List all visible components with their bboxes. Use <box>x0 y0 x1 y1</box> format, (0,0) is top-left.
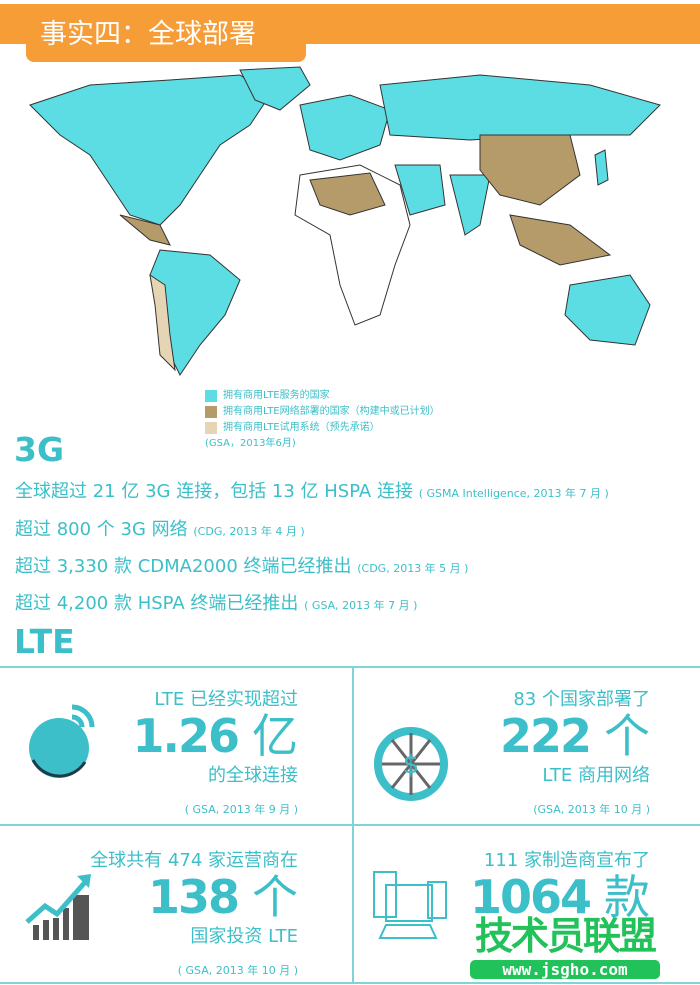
legend-swatch <box>205 406 217 418</box>
map-north-america <box>29 74 271 226</box>
map-africa-deploying <box>309 172 386 216</box>
legend-item: 拥有商用LTE试用系统（预先承诺） <box>205 420 440 436</box>
cell-post: 国家投资 LTE <box>190 926 298 947</box>
cell-pre: 111 家制造商宣布了 <box>483 850 650 871</box>
stat-line: 超过 800 个 3G 网络 (CDG, 2013 年 4 月 ) <box>15 515 305 541</box>
cell-number: 1.26 亿 <box>132 711 298 761</box>
divider <box>0 982 700 984</box>
stat-text: 全球超过 21 亿 3G 连接，包括 13 亿 HSPA 连接 <box>15 481 413 502</box>
heading-lte: LTE <box>14 622 75 661</box>
watermark-url: www.jsgho.com <box>470 960 660 979</box>
stat-cell-devices: 111 家制造商宣布了 1064 款 <box>470 846 650 922</box>
legend-swatch <box>205 422 217 434</box>
stat-source: ( GSA, 2013 年 7 月 ) <box>304 599 418 612</box>
cell-post: LTE 商用网络 <box>542 765 650 786</box>
map-india <box>449 174 491 236</box>
svg-text:$: $ <box>403 750 420 780</box>
legend-swatch <box>205 390 217 402</box>
map-japan <box>594 149 609 186</box>
number-unit: 个 <box>252 870 298 924</box>
page-title: 事实四：全球部署 <box>26 4 306 62</box>
stat-source: (CDG, 2013 年 5 月 ) <box>357 562 469 575</box>
stat-source: (CDG, 2013 年 4 月 ) <box>193 525 305 538</box>
divider <box>0 824 700 826</box>
cell-source: ( GSA, 2013 年 10 月 ) <box>177 964 298 977</box>
map-greenland <box>239 66 311 111</box>
cell-post: 的全球连接 <box>208 765 298 786</box>
map-southeast-asia <box>509 214 612 266</box>
watermark-text: 技术员联盟 <box>474 914 657 958</box>
cell-source: (GSA, 2013 年 10 月 ) <box>533 803 650 816</box>
map-middle-east <box>394 164 446 216</box>
stat-cell-operators: 全球共有 474 家运营商在 138 个 国家投资 LTE ( GSA, 201… <box>90 846 298 978</box>
legend-source: (GSA，2013年6月) <box>205 438 296 449</box>
stat-line: 超过 4,200 款 HSPA 终端已经推出 ( GSA, 2013 年 7 月… <box>15 589 417 615</box>
stat-text: 超过 3,330 款 CDMA2000 终端已经推出 <box>15 556 352 577</box>
growth-chart-icon <box>25 874 91 940</box>
cell-pre: 全球共有 474 家运营商在 <box>90 850 298 871</box>
map-australia <box>564 274 651 346</box>
number-value: 1.26 <box>132 709 239 763</box>
cell-pre: LTE 已经实现超过 <box>154 689 298 710</box>
cell-source: ( GSA, 2013 年 9 月 ) <box>184 803 298 816</box>
map-legend: 拥有商用LTE服务的国家 拥有商用LTE网络部署的国家（构建中或已计划） 拥有商… <box>205 388 440 452</box>
map-russia <box>379 74 661 141</box>
number-unit: 个 <box>604 709 650 763</box>
cell-pre: 83 个国家部署了 <box>513 689 650 710</box>
watermark: 技术员联盟 www.jsgho.com <box>470 905 660 979</box>
number-value: 138 <box>147 870 240 924</box>
heading-3g: 3G <box>14 430 65 469</box>
stat-cell-connections: LTE 已经实现超过 1.26 亿 的全球连接 ( GSA, 2013 年 9 … <box>132 685 298 817</box>
divider <box>352 667 354 983</box>
cell-number: 222 个 <box>500 711 650 761</box>
number-unit: 款 <box>604 870 650 924</box>
stat-line: 全球超过 21 亿 3G 连接，包括 13 亿 HSPA 连接 ( GSMA I… <box>15 477 609 503</box>
legend-label: 拥有商用LTE网络部署的国家（构建中或已计划） <box>223 406 440 417</box>
cell-number: 1064 款 <box>470 872 650 922</box>
stat-source: ( GSMA Intelligence, 2013 年 7 月 ) <box>418 487 609 500</box>
devices-icon <box>373 871 447 939</box>
globe-wifi-icon <box>29 704 95 778</box>
number-value: 1064 <box>469 870 592 924</box>
legend-item: 拥有商用LTE网络部署的国家（构建中或已计划） <box>205 404 440 420</box>
legend-label: 拥有商用LTE服务的国家 <box>223 390 330 401</box>
stat-text: 超过 800 个 3G 网络 <box>15 519 188 540</box>
stat-line: 超过 3,330 款 CDMA2000 终端已经推出 (CDG, 2013 年 … <box>15 552 468 578</box>
map-europe <box>299 94 391 161</box>
map-south-america-trial <box>149 273 176 372</box>
globe-dollar-icon: $ <box>374 727 448 801</box>
number-value: 222 <box>499 709 592 763</box>
stat-cell-networks: 83 个国家部署了 222 个 LTE 商用网络 (GSA, 2013 年 10… <box>500 685 650 817</box>
legend-item: 拥有商用LTE服务的国家 <box>205 388 440 404</box>
legend-label: 拥有商用LTE试用系统（预先承诺） <box>223 422 380 433</box>
cell-number: 138 个 <box>90 872 298 922</box>
number-unit: 亿 <box>252 709 298 763</box>
stat-text: 超过 4,200 款 HSPA 终端已经推出 <box>15 593 299 614</box>
divider <box>0 666 700 668</box>
world-map <box>29 66 661 376</box>
map-central-america <box>119 214 171 246</box>
map-china <box>479 134 581 206</box>
